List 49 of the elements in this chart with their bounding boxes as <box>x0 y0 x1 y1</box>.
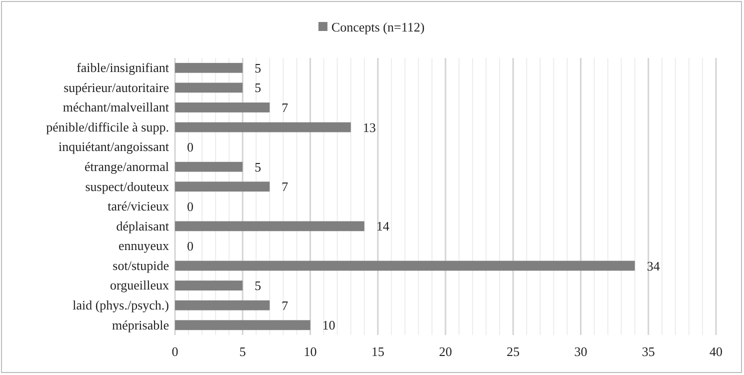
bar <box>175 300 270 310</box>
y-tick-label: faible/insignifiant <box>76 60 170 76</box>
y-tick-label: taré/vicieux <box>108 198 170 214</box>
x-tick-label: 40 <box>710 344 722 360</box>
y-tick-label: pénible/difficile à supp. <box>46 119 169 134</box>
data-label: 7 <box>282 100 289 116</box>
data-label: 14 <box>376 218 390 234</box>
data-label: 0 <box>187 198 194 214</box>
y-tick-label: inquiétant/angoissant <box>58 139 170 154</box>
data-label: 5 <box>254 60 262 76</box>
bar <box>175 221 364 232</box>
x-tick-label: 20 <box>439 344 452 360</box>
data-label: 7 <box>282 298 289 313</box>
y-tick-label: étrange/anormal <box>84 158 170 174</box>
data-label: 13 <box>362 120 376 135</box>
bar <box>175 102 270 112</box>
x-tick-label: 10 <box>304 344 317 360</box>
data-label: 5 <box>254 80 262 96</box>
y-tick-label: suspect/douteux <box>85 178 170 194</box>
data-label: 10 <box>322 318 336 333</box>
bar <box>175 280 243 290</box>
data-label: 34 <box>646 258 660 274</box>
data-label: 7 <box>282 179 289 194</box>
bar <box>175 62 243 73</box>
data-label: 0 <box>187 140 194 155</box>
x-tick-label: 0 <box>172 344 178 360</box>
x-tick-label: 35 <box>642 344 655 360</box>
y-tick-label: supérieur/autoritaire <box>64 80 170 95</box>
y-tick-label: laid (phys./psych.) <box>72 297 169 312</box>
bar <box>175 182 270 192</box>
bar <box>175 122 351 132</box>
y-tick-label: méchant/malveillant <box>62 100 170 115</box>
bar <box>175 260 635 271</box>
y-tick-label: déplaisant <box>116 218 170 234</box>
x-tick-label: 5 <box>239 344 246 360</box>
bar <box>175 82 243 93</box>
data-label: 0 <box>187 238 194 254</box>
y-tick-label: sot/stupide <box>112 258 170 273</box>
legend-label: Concepts (n=112) <box>331 20 425 35</box>
x-tick-label: 25 <box>506 344 520 360</box>
data-label: 5 <box>254 278 262 294</box>
data-label: 5 <box>254 159 262 174</box>
y-tick-label: ennuyeux <box>118 238 170 254</box>
bar <box>175 320 310 330</box>
x-tick-label: 30 <box>574 344 588 360</box>
bar <box>175 162 243 172</box>
y-tick-label: orgueilleux <box>110 278 170 293</box>
x-tick-label: 15 <box>371 344 384 360</box>
y-tick-label: méprisable <box>112 317 170 332</box>
